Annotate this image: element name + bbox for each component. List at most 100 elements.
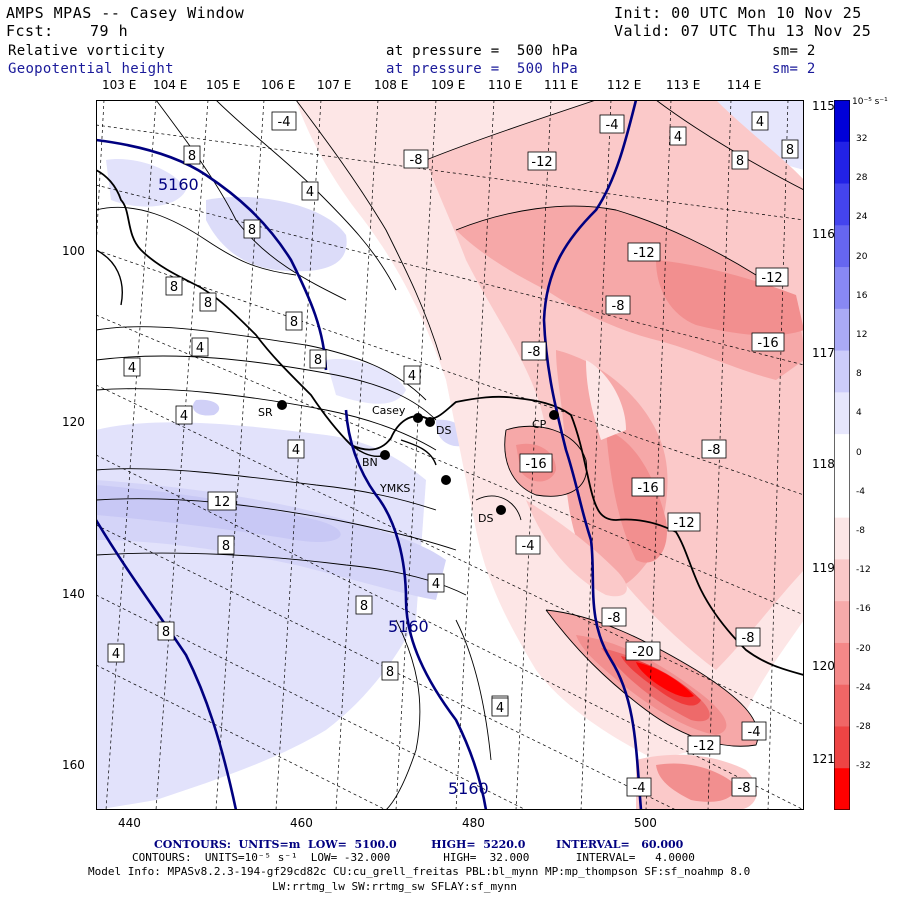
colorbar-tick-label: 16 [856, 290, 868, 301]
colorbar [834, 100, 850, 810]
colorbar-segment [834, 141, 850, 185]
colorbar-tick-label: 28 [856, 173, 868, 184]
height-label: 5160 [388, 617, 429, 636]
negative-vorticity-fills [296, 100, 804, 810]
field-1-smoothing: sm= 2 [772, 43, 816, 59]
station-marker [549, 410, 559, 420]
lon-label: 112 E [607, 78, 642, 92]
height-label: 5160 [158, 175, 199, 194]
contour-label: 4 [180, 409, 188, 424]
vorticity-map: 5160 5160 5160 -4 -8 -4 4 8 8 4 8 8 8 4 … [96, 100, 804, 810]
lon-label: 114 E [727, 78, 762, 92]
lon-label: 104 E [153, 78, 188, 92]
y-tick-label: 160 [62, 758, 85, 772]
contour-label: 8 [786, 143, 794, 158]
station-marker [425, 417, 435, 427]
model-title: AMPS MPAS -- Casey Window [6, 4, 245, 22]
colorbar-segment [834, 768, 850, 810]
colorbar-segment [834, 559, 850, 602]
colorbar-segment [834, 684, 850, 727]
contour-label: 8 [204, 296, 212, 311]
colorbar-segment [834, 225, 850, 268]
contour-label: -8 [608, 611, 621, 626]
colorbar-tick-label: -4 [856, 486, 865, 497]
station-label: BN [362, 456, 378, 469]
model-info: Model Info: MPASv8.2.3-194-gf29cd82c CU:… [88, 865, 751, 878]
colorbar-segment [834, 642, 850, 686]
station-label: CP [532, 418, 547, 431]
y-tick-label: 120 [62, 415, 85, 429]
colorbar-tick-label: 8 [856, 369, 862, 380]
station-label: Casey [372, 404, 406, 417]
colorbar-segment [834, 601, 850, 644]
colorbar-segment [834, 392, 850, 435]
station-marker [277, 400, 287, 410]
field-2-smoothing: sm= 2 [772, 61, 816, 77]
colorbar-segment [834, 517, 850, 560]
colorbar-tick-label: -20 [856, 643, 871, 654]
colorbar-tick-label: 0 [856, 447, 862, 458]
forecast-label: Fcst: [6, 22, 54, 40]
contour-label: 4 [408, 369, 416, 384]
colorbar-tick-label: -12 [856, 565, 871, 576]
stations: SR Casey DS CP BN YMKS DS [258, 400, 559, 525]
contour-label: -12 [761, 271, 782, 286]
colorbar-segment [834, 267, 850, 310]
colorbar-segment [834, 434, 850, 477]
lon-label: 103 E [102, 78, 137, 92]
height-label: 5160 [448, 779, 489, 798]
geopotential-contours [96, 100, 643, 810]
contour-label: -4 [633, 781, 646, 796]
y-tick-label: 140 [62, 587, 85, 601]
y-tick-label: 100 [62, 244, 85, 258]
height-contours-info: CONTOURS: UNITS=m LOW= 5100.0 HIGH= 5220… [154, 838, 684, 851]
init-time: Init: 00 UTC Mon 10 Nov 25 [614, 4, 862, 22]
contour-label: 8 [386, 665, 394, 680]
station-marker [413, 413, 423, 423]
contour-label: 8 [314, 353, 322, 368]
colorbar-unit: 10⁻⁵ s⁻¹ [852, 97, 888, 107]
contour-label: 8 [360, 599, 368, 614]
contour-label: -8 [708, 443, 721, 458]
vorticity-contours [96, 100, 804, 810]
lon-label: 113 E [666, 78, 701, 92]
colorbar-tick-label: 4 [856, 408, 862, 419]
contour-label: -12 [693, 739, 714, 754]
contour-label: -4 [278, 115, 291, 130]
contour-label: 4 [432, 577, 440, 592]
contour-label: -16 [757, 336, 778, 351]
contour-label: 8 [170, 280, 178, 295]
contour-label: -8 [742, 631, 755, 646]
contour-label: -8 [410, 153, 423, 168]
x-tick-label: 440 [118, 816, 141, 830]
contour-label: -8 [612, 299, 625, 314]
contour-label: 8 [188, 149, 196, 164]
contour-label: 4 [496, 701, 504, 716]
x-tick-label: 480 [462, 816, 485, 830]
station-label: DS [478, 512, 493, 525]
contour-label: 8 [736, 154, 744, 169]
colorbar-tick-label: 12 [856, 330, 868, 340]
colorbar-tick-label: 20 [856, 251, 868, 262]
contour-label: -4 [606, 118, 619, 133]
lon-label: 109 E [431, 78, 466, 92]
contour-labels: -4 -8 -4 4 8 8 4 8 8 8 4 4 8 8 4 4 4 12 … [107, 111, 799, 797]
contour-label: 4 [112, 647, 120, 662]
contour-label: -12 [633, 246, 654, 261]
lon-label: 105 E [206, 78, 241, 92]
colorbar-tick-label: -24 [856, 682, 871, 693]
colorbar-segment [834, 726, 850, 769]
contour-label: -12 [531, 155, 552, 170]
lat-lon-grid [96, 100, 804, 810]
contour-label: -16 [637, 481, 658, 496]
contour-label: -12 [673, 516, 694, 531]
contour-label: -20 [632, 645, 653, 660]
contour-label: 8 [162, 625, 170, 640]
colorbar-tick-label: 24 [856, 212, 868, 223]
lon-label: 107 E [317, 78, 352, 92]
field-2-name: Geopotential height [8, 61, 174, 77]
colorbar-segment [834, 350, 850, 393]
lon-label: 106 E [261, 78, 296, 92]
colorbar-tick-label: -8 [856, 526, 865, 536]
station-label: DS [436, 424, 451, 437]
